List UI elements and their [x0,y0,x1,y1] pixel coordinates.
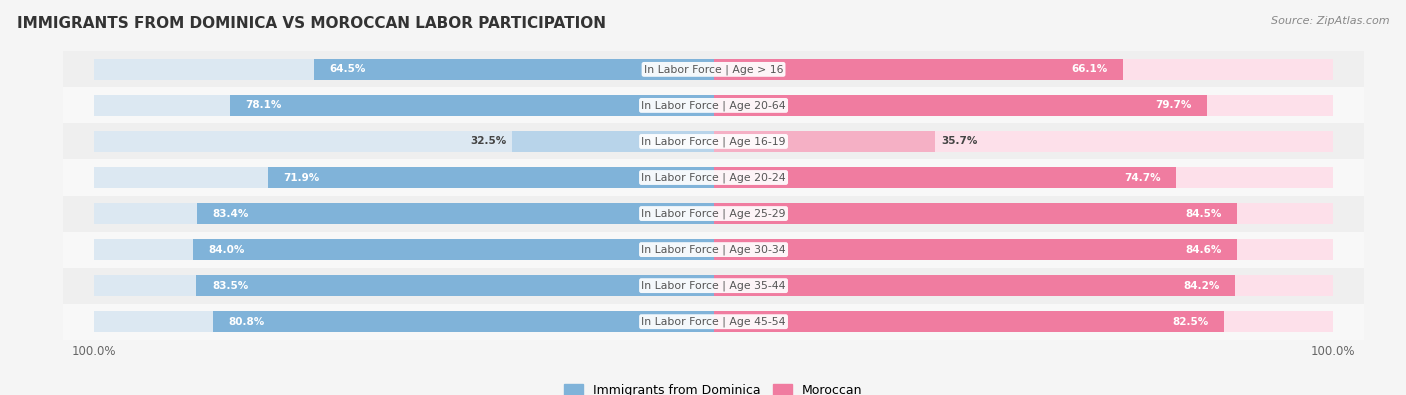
Bar [713,95,1333,116]
Bar [713,203,1333,224]
Text: 83.5%: 83.5% [212,280,247,291]
Text: 84.0%: 84.0% [209,245,245,255]
Bar [229,95,713,116]
Text: Source: ZipAtlas.com: Source: ZipAtlas.com [1271,16,1389,26]
Text: 32.5%: 32.5% [470,136,506,147]
Text: In Labor Force | Age 16-19: In Labor Force | Age 16-19 [641,136,786,147]
Text: In Labor Force | Age 20-24: In Labor Force | Age 20-24 [641,172,786,183]
Bar [713,167,1333,188]
Bar [63,160,1364,196]
Bar [94,131,713,152]
Text: In Labor Force | Age 35-44: In Labor Force | Age 35-44 [641,280,786,291]
Bar [63,304,1364,340]
Bar [193,239,713,260]
Bar [214,311,713,332]
Bar [94,203,713,224]
Bar [713,275,1234,296]
Text: 35.7%: 35.7% [941,136,977,147]
Bar [314,59,713,80]
Bar [713,167,1177,188]
Text: 71.9%: 71.9% [284,173,321,182]
Bar [713,311,1225,332]
Bar [94,167,713,188]
Legend: Immigrants from Dominica, Moroccan: Immigrants from Dominica, Moroccan [564,384,863,395]
Text: 80.8%: 80.8% [229,317,264,327]
Bar [63,51,1364,87]
Bar [63,231,1364,268]
Bar [713,59,1333,80]
Bar [197,203,713,224]
Bar [713,275,1333,296]
Bar [94,311,713,332]
Bar [713,311,1333,332]
Text: In Labor Force | Age 45-54: In Labor Force | Age 45-54 [641,316,786,327]
Text: IMMIGRANTS FROM DOMINICA VS MOROCCAN LABOR PARTICIPATION: IMMIGRANTS FROM DOMINICA VS MOROCCAN LAB… [17,16,606,31]
Bar [63,196,1364,231]
Bar [63,124,1364,160]
Bar [94,95,713,116]
Bar [713,131,1333,152]
Text: 66.1%: 66.1% [1071,64,1108,74]
Bar [713,59,1123,80]
Text: In Labor Force | Age > 16: In Labor Force | Age > 16 [644,64,783,75]
Bar [512,131,713,152]
Bar [63,268,1364,304]
Bar [269,167,713,188]
Bar [94,59,713,80]
Bar [94,275,713,296]
Text: In Labor Force | Age 30-34: In Labor Force | Age 30-34 [641,245,786,255]
Bar [713,239,1237,260]
Bar [63,87,1364,124]
Bar [713,95,1208,116]
Text: 82.5%: 82.5% [1173,317,1209,327]
Text: 79.7%: 79.7% [1156,100,1192,111]
Text: 84.5%: 84.5% [1185,209,1222,218]
Text: 84.2%: 84.2% [1182,280,1219,291]
Bar [197,275,713,296]
Text: 84.6%: 84.6% [1185,245,1222,255]
Bar [713,239,1333,260]
Text: In Labor Force | Age 25-29: In Labor Force | Age 25-29 [641,208,786,219]
Text: In Labor Force | Age 20-64: In Labor Force | Age 20-64 [641,100,786,111]
Text: 64.5%: 64.5% [329,64,366,74]
Text: 74.7%: 74.7% [1123,173,1161,182]
Text: 78.1%: 78.1% [245,100,281,111]
Text: 83.4%: 83.4% [212,209,249,218]
Bar [94,239,713,260]
Bar [713,203,1237,224]
Bar [713,131,935,152]
